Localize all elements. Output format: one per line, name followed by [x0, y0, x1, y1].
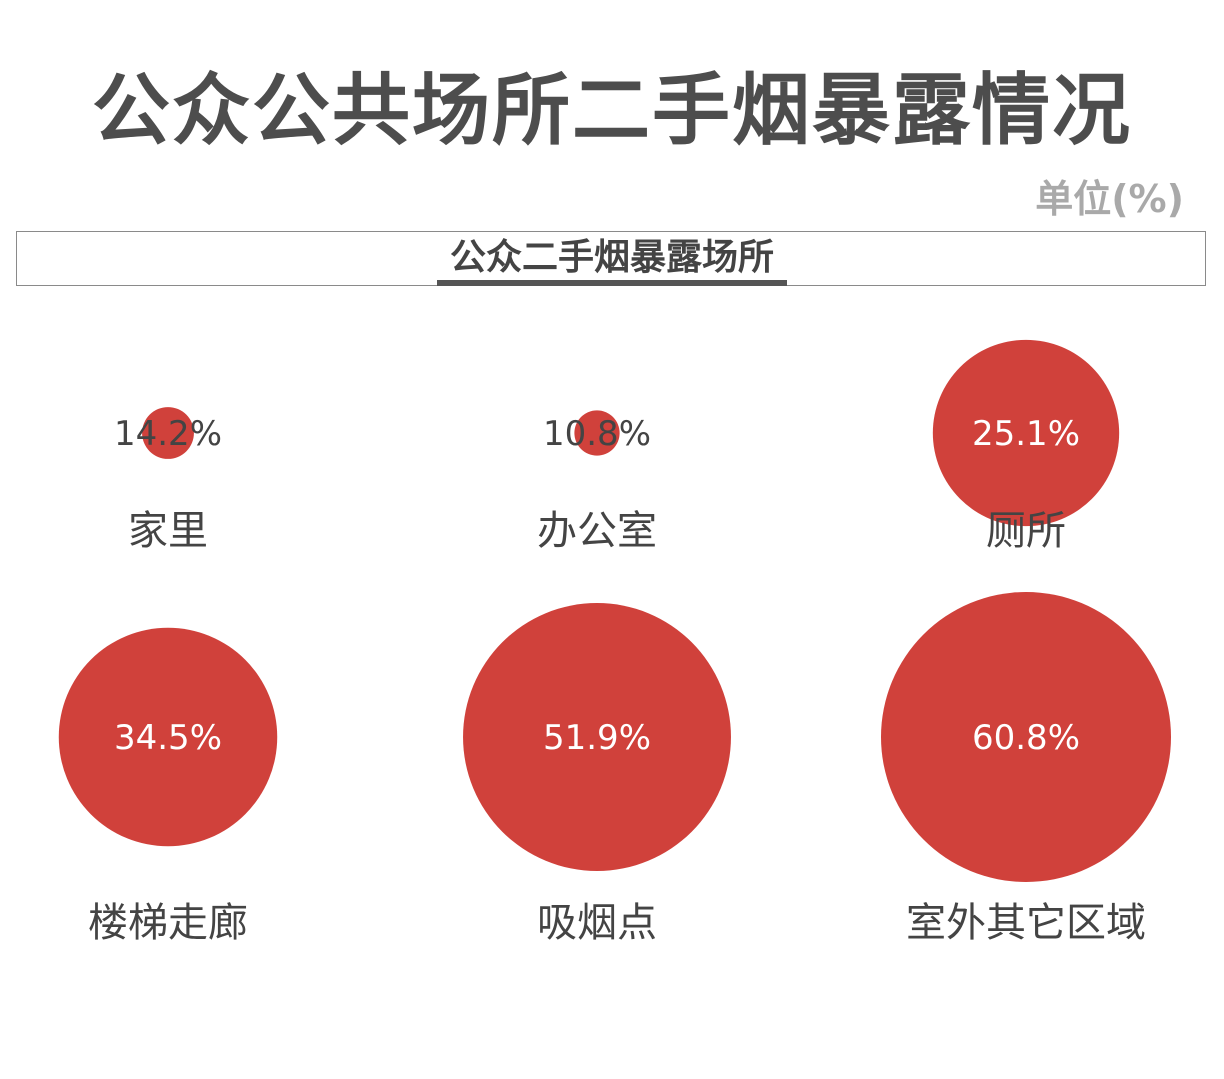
category-label-5: 室外其它区域 [906, 900, 1146, 946]
category-label-3: 楼梯走廊 [88, 900, 248, 946]
tab-bar: 公众二手烟暴露场所 [16, 231, 1206, 286]
bubble-value-label-5: 60.8% [972, 718, 1080, 758]
bubble-5 [881, 592, 1171, 882]
category-label-0: 家里 [128, 508, 208, 554]
bubble-value-label-4: 51.9% [543, 718, 651, 758]
bubble-3 [58, 627, 278, 847]
category-label-1: 办公室 [537, 508, 657, 554]
bubble-1 [574, 410, 620, 456]
category-label-4: 吸烟点 [537, 900, 657, 946]
bubble-value-label-2: 25.1% [972, 414, 1080, 454]
bubble-value-label-3: 34.5% [114, 718, 222, 758]
bubble-4 [463, 603, 731, 871]
tab-public-exposure-places[interactable]: 公众二手烟暴露场所 [437, 234, 787, 286]
category-label-2: 厕所 [986, 508, 1066, 554]
bubble-value-label-1: 10.8% [543, 414, 651, 454]
page-title: 公众公共场所二手烟暴露情况 [91, 66, 1132, 156]
bubble-2 [932, 339, 1120, 527]
bubble-value-label-0: 14.2% [114, 414, 222, 454]
bubble-0 [142, 407, 194, 459]
unit-label: 单位(%) [1035, 177, 1184, 221]
